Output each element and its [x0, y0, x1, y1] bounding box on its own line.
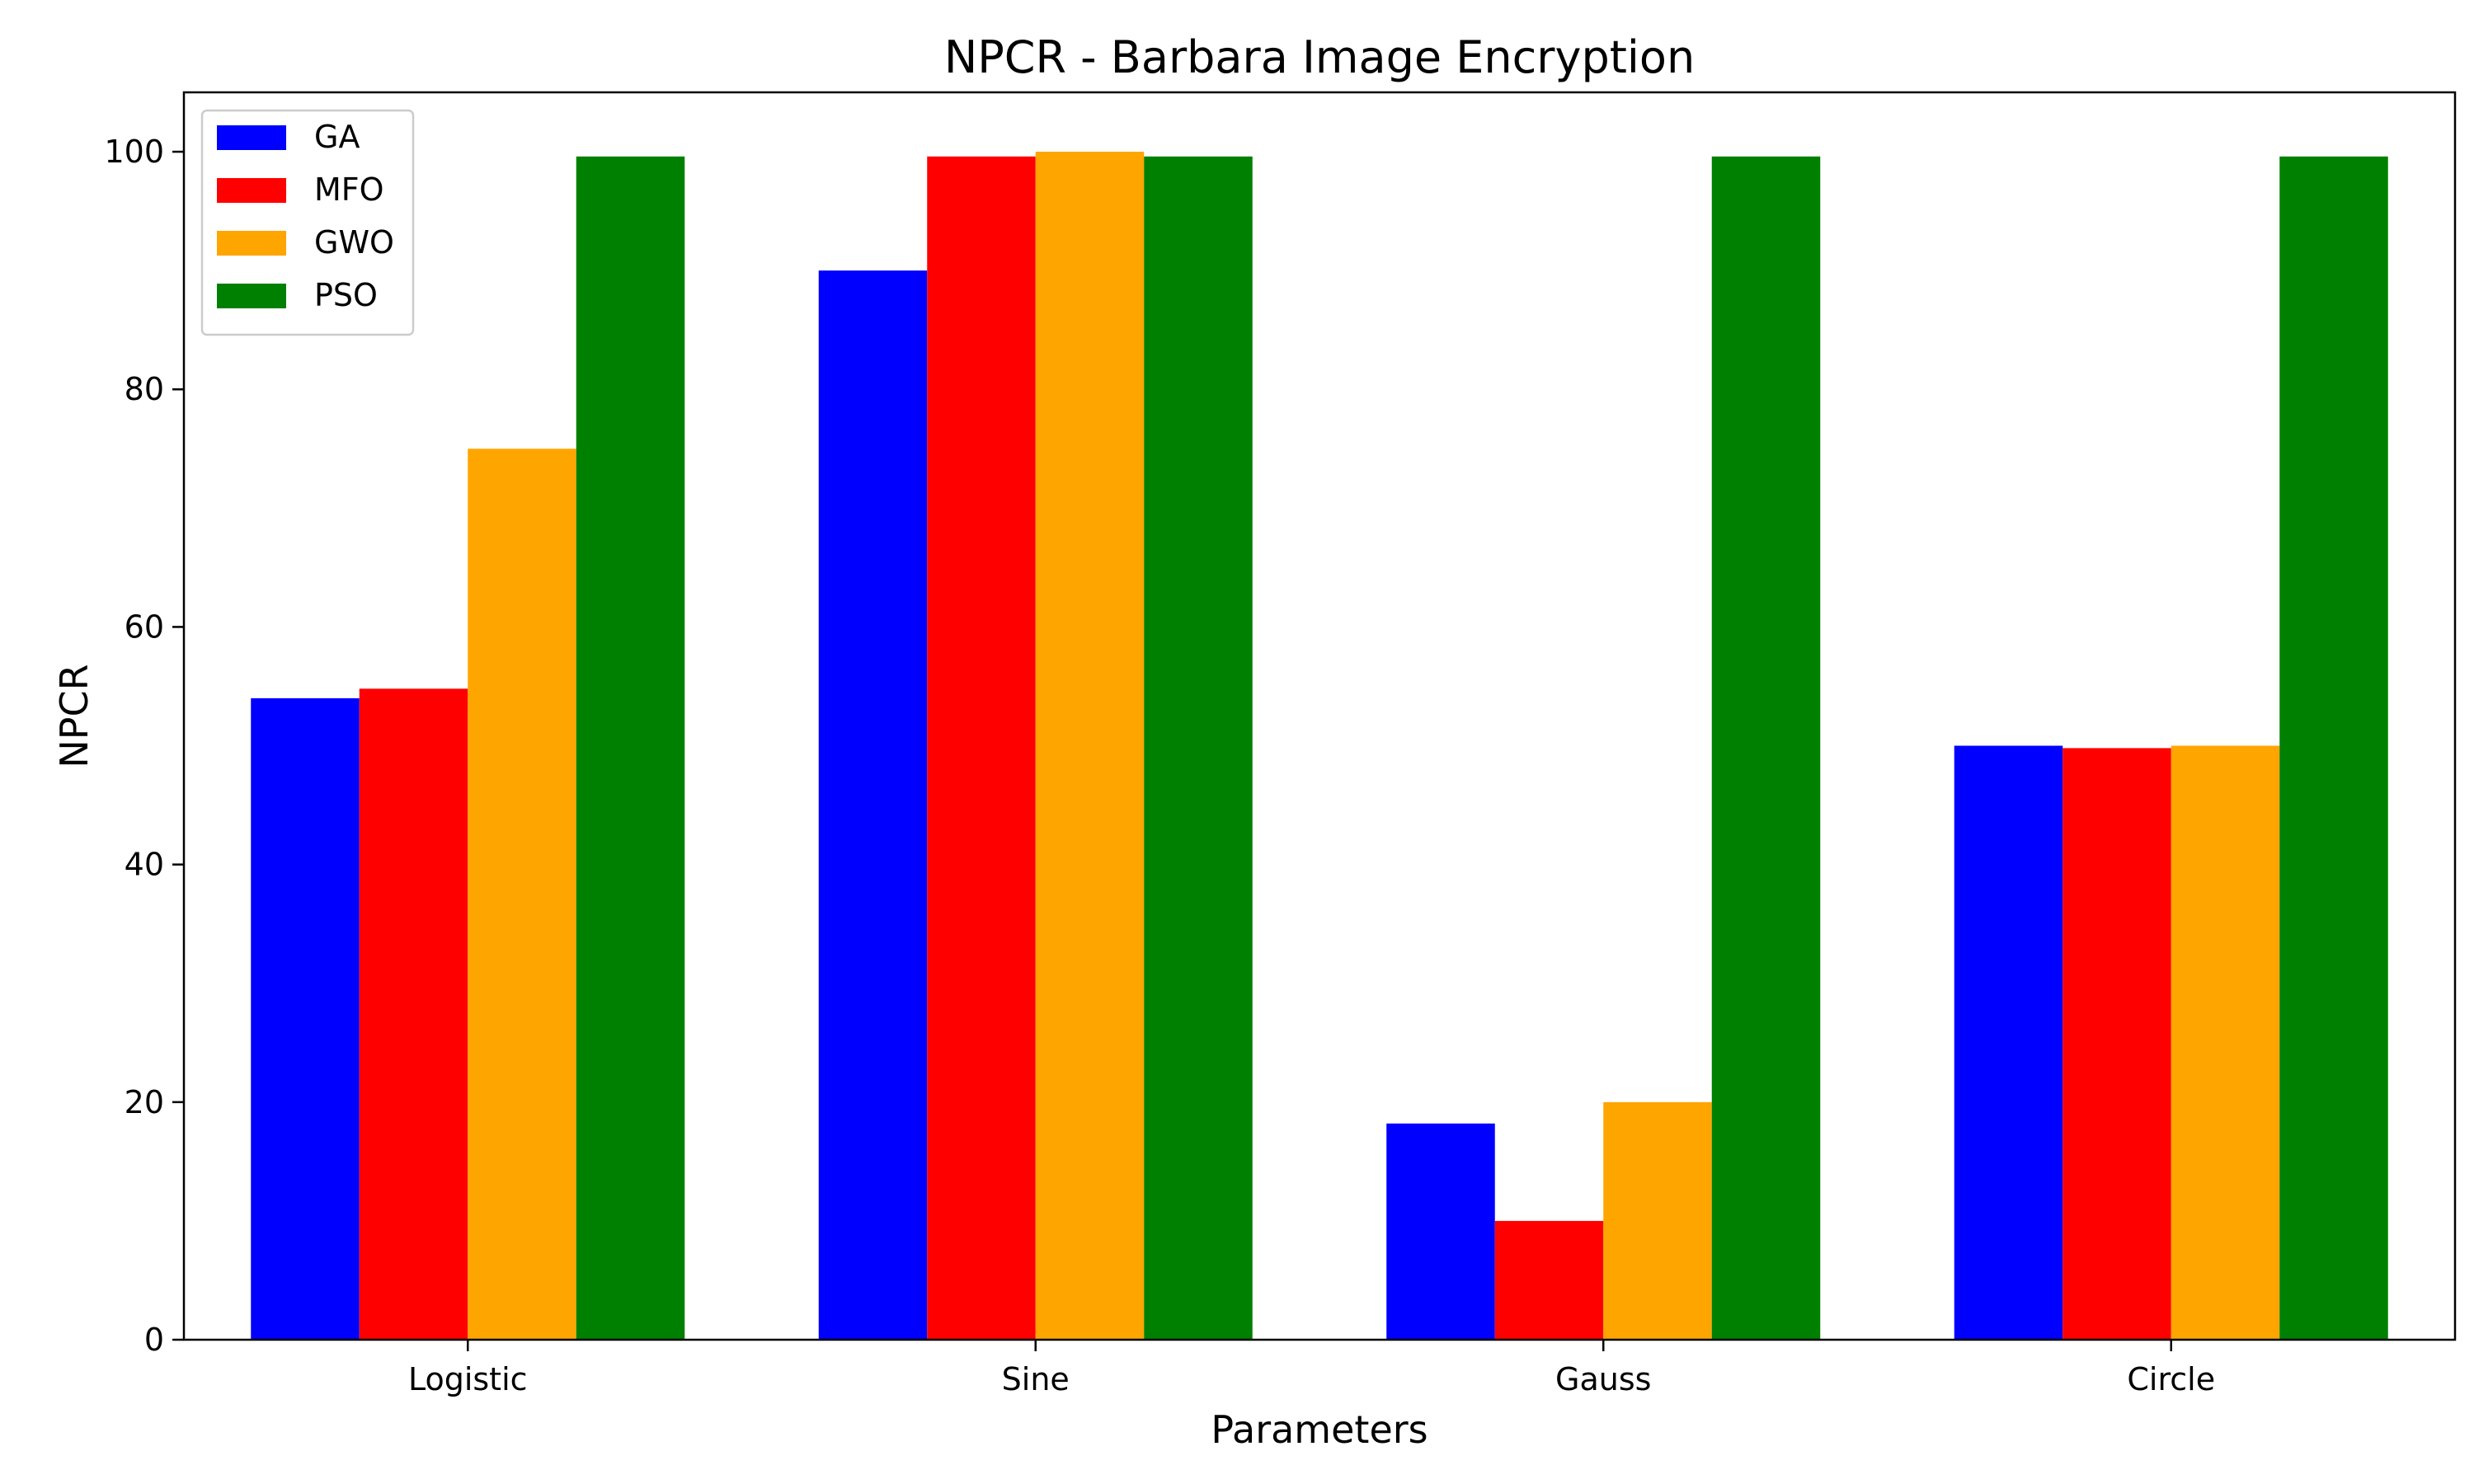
- bar-pso-gauss: [1711, 156, 1821, 1341]
- chart-title: NPCR - Barbara Image Encryption: [944, 31, 1695, 83]
- legend-swatch-mfo: [217, 178, 286, 203]
- legend-label-gwo: GWO: [314, 224, 394, 261]
- x-tick-label: Sine: [1002, 1361, 1070, 1397]
- bar-mfo-circle: [2062, 748, 2171, 1340]
- legend-label-pso: PSO: [314, 277, 378, 313]
- y-tick-label: 60: [125, 608, 164, 645]
- y-axis: 0 20 40 60 80 100: [104, 134, 184, 1358]
- bar-pso-logistic: [576, 156, 685, 1341]
- legend-label-ga: GA: [314, 119, 360, 155]
- y-axis-label: NPCR: [52, 664, 96, 768]
- bar-mfo-logistic: [359, 688, 468, 1340]
- x-tick-label: Circle: [2127, 1361, 2215, 1397]
- bar-pso-sine: [1144, 156, 1253, 1341]
- bar-gwo-circle: [2171, 745, 2280, 1340]
- bar-gwo-gauss: [1603, 1101, 1712, 1340]
- legend-swatch-gwo: [217, 231, 286, 256]
- bar-gwo-logistic: [468, 448, 576, 1341]
- bar-ga-logistic: [251, 697, 360, 1340]
- legend-swatch-ga: [217, 125, 286, 150]
- legend-box: [200, 109, 415, 336]
- plot-frame: [182, 91, 2457, 1341]
- bar-mfo-sine: [927, 156, 1036, 1341]
- x-tick-label: Gauss: [1555, 1361, 1651, 1397]
- legend-swatch-pso: [217, 284, 286, 308]
- x-axis: Logistic Sine Gauss Circle: [408, 1340, 2215, 1397]
- legend: GA MFO GWO PSO: [200, 109, 415, 336]
- y-tick-label: 20: [125, 1084, 164, 1120]
- x-axis-label: Parameters: [1211, 1407, 1427, 1452]
- bar-pso-circle: [2279, 156, 2388, 1341]
- y-tick-label: 40: [125, 847, 164, 883]
- x-tick-label: Logistic: [408, 1361, 528, 1397]
- y-tick-label: 80: [125, 371, 164, 407]
- bar-ga-circle: [1954, 745, 2063, 1340]
- y-tick-label: 100: [104, 134, 164, 170]
- bar-gwo-sine: [1035, 152, 1145, 1341]
- y-tick-label: 0: [144, 1322, 164, 1358]
- bar-mfo-gauss: [1494, 1220, 1604, 1340]
- legend-label-mfo: MFO: [314, 171, 384, 208]
- bars-group: [251, 152, 2388, 1341]
- bar-ga-gauss: [1386, 1123, 1495, 1340]
- bar-ga-sine: [818, 270, 928, 1341]
